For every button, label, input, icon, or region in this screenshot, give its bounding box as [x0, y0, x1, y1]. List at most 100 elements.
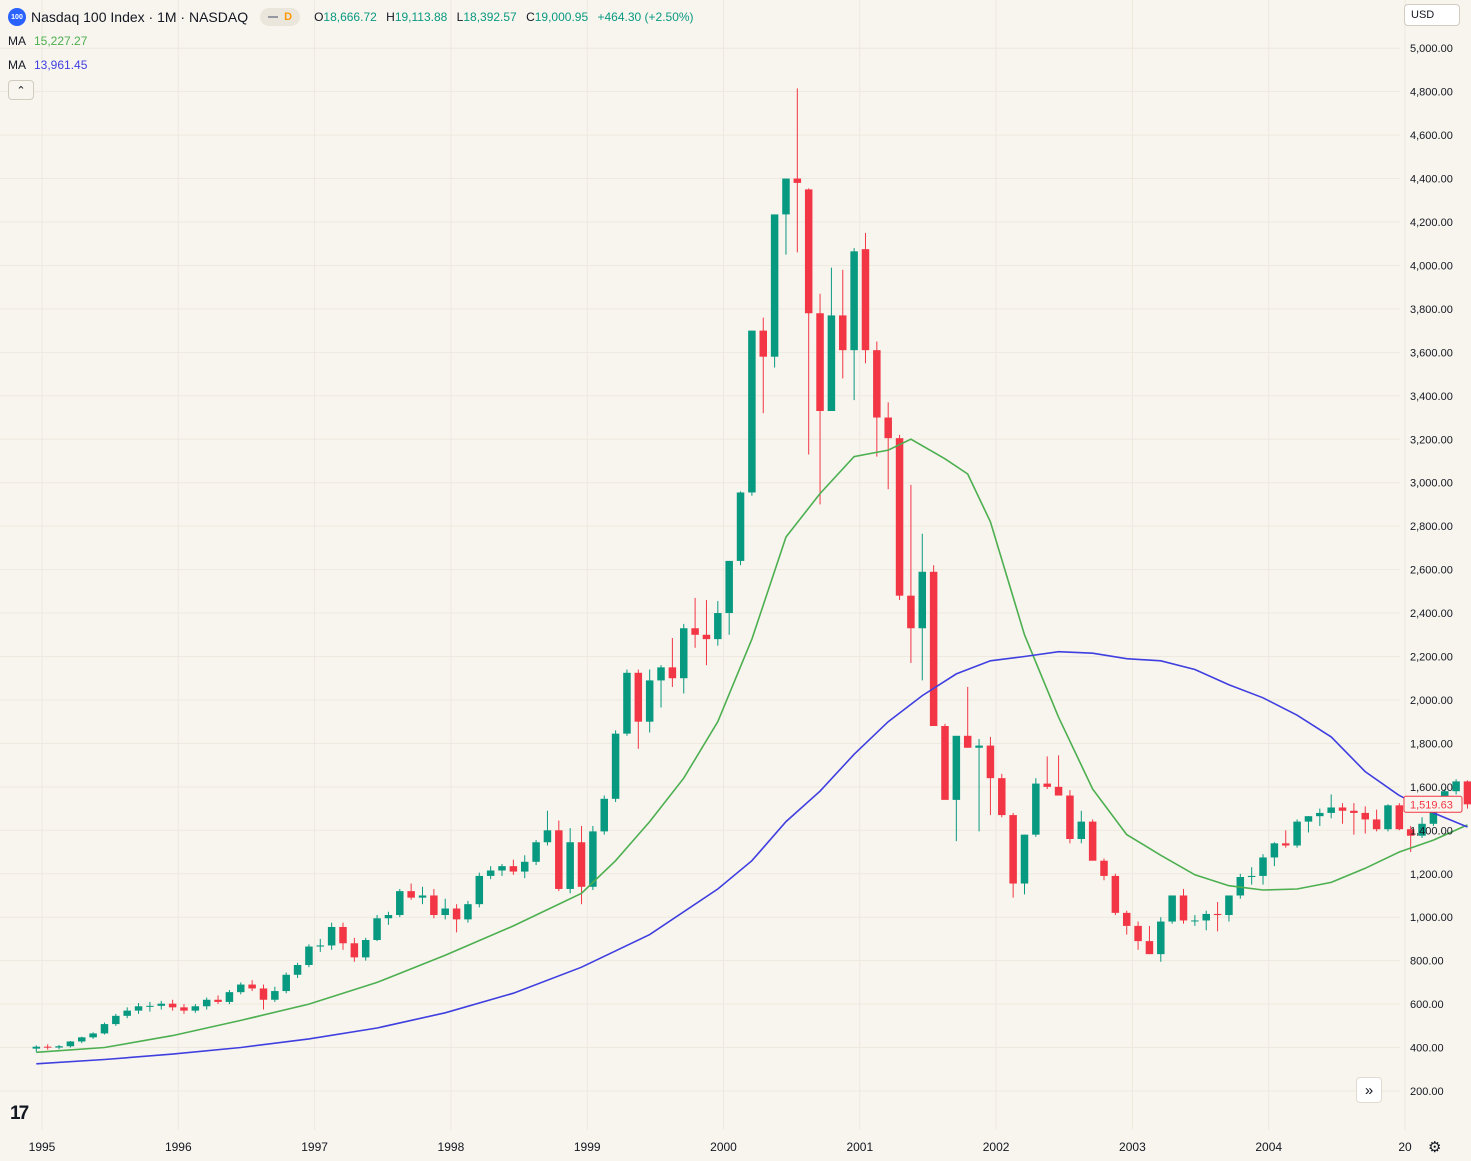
candle-body	[861, 249, 870, 351]
candle-body	[873, 350, 881, 418]
candle	[1043, 756, 1051, 790]
candle	[373, 915, 381, 942]
candle-body	[566, 842, 574, 889]
candle-body	[168, 1003, 177, 1008]
candle-body	[532, 842, 540, 862]
candle	[804, 188, 813, 455]
candle	[441, 898, 449, 920]
candle	[1316, 808, 1324, 826]
candle	[1293, 819, 1301, 848]
candles	[32, 88, 1471, 1052]
candle	[180, 1004, 188, 1014]
candle-body	[32, 1046, 41, 1049]
candle	[43, 1044, 52, 1050]
low-value: 18,392.57	[463, 10, 517, 24]
candle-body	[339, 926, 347, 944]
currency-selector[interactable]: USD	[1404, 4, 1460, 26]
candle-body	[1236, 877, 1245, 896]
scroll-to-realtime-button[interactable]: »	[1356, 1077, 1382, 1103]
price-tick-label: 5,000.00	[1410, 43, 1453, 55]
candle-body	[1213, 913, 1222, 916]
candle	[1395, 803, 1404, 831]
candle-body	[191, 1006, 200, 1011]
candle	[1134, 921, 1142, 950]
candle	[873, 341, 881, 457]
candle	[759, 317, 768, 414]
candle-body	[157, 1003, 166, 1006]
candle	[1032, 778, 1040, 837]
price-tick-label: 2,000.00	[1410, 695, 1453, 707]
candle	[55, 1044, 63, 1050]
candle	[316, 938, 325, 952]
candle	[293, 962, 302, 979]
candle-body	[373, 918, 381, 941]
candle-body	[634, 672, 643, 722]
time-tick-label: 2001	[846, 1140, 873, 1154]
ma-fast-legend[interactable]: MA 15,227.27	[8, 30, 700, 52]
candle-body	[1009, 815, 1017, 884]
candle	[1077, 810, 1086, 844]
price-tick-label: 1,200.00	[1410, 869, 1453, 881]
candle-body	[520, 861, 529, 872]
candle	[907, 484, 915, 664]
candle-body	[1145, 941, 1154, 955]
candle	[1281, 830, 1290, 848]
close-label: C	[526, 10, 535, 24]
candle	[1191, 915, 1199, 926]
candle	[589, 825, 597, 891]
candle	[271, 986, 279, 1002]
ohlc-values: O18,666.72 H19,113.88 L18,392.57 C19,000…	[314, 10, 700, 24]
price-tick-label: 3,600.00	[1410, 347, 1453, 359]
candle	[555, 820, 563, 892]
price-tick-label: 200.00	[1410, 1086, 1444, 1098]
candle	[884, 402, 892, 490]
collapse-legend-button[interactable]: ⌃	[8, 80, 34, 100]
price-tick-label: 1,000.00	[1410, 912, 1453, 924]
market-status-pill[interactable]: D	[260, 8, 301, 26]
time-tick-label: 20	[1398, 1140, 1412, 1154]
candle	[839, 269, 847, 379]
candle-body	[668, 667, 677, 679]
candle-body	[1247, 875, 1256, 878]
candle	[1202, 910, 1210, 931]
time-tick-label: 1997	[301, 1140, 328, 1154]
candle-body	[816, 313, 824, 412]
price-tick-label: 1,800.00	[1410, 738, 1453, 750]
candle-body	[1225, 895, 1233, 916]
candle	[770, 214, 779, 368]
price-tick-label: 4,400.00	[1410, 174, 1453, 186]
price-axis[interactable]: 200.00 400.00 600.00 800.00 1,000.00 1,200.00…	[1410, 43, 1453, 1098]
candle	[100, 1022, 109, 1035]
price-tick-label: 800.00	[1410, 956, 1444, 968]
candle	[1111, 873, 1120, 916]
candle	[748, 330, 756, 496]
candle	[1168, 895, 1176, 924]
candle	[509, 859, 518, 875]
candle-body	[1463, 781, 1471, 805]
status-dash-icon	[268, 16, 279, 18]
grid-lines	[0, 0, 1406, 1130]
candle	[1020, 834, 1029, 895]
candle-body	[1032, 783, 1040, 835]
time-tick-label: 1995	[29, 1140, 56, 1154]
candle-body	[963, 735, 972, 748]
ma-slow-legend[interactable]: MA 13,961.45	[8, 54, 700, 76]
tradingview-logo[interactable]: 17	[10, 1103, 29, 1124]
candle	[963, 686, 972, 748]
candle	[725, 560, 733, 635]
candle-body	[918, 571, 927, 629]
time-axis[interactable]: 1995 1996 1997 1998 1999 2000 2001 2002 2003 2004…	[29, 1140, 1412, 1154]
candle	[305, 944, 313, 968]
candle	[986, 736, 995, 816]
chart-settings-button[interactable]: ⚙	[1428, 1138, 1441, 1156]
candle	[327, 922, 336, 950]
candle	[339, 922, 347, 950]
candle-body	[895, 438, 904, 596]
candle-body	[941, 726, 949, 800]
candle-body	[1168, 895, 1176, 922]
candle-body	[509, 866, 518, 872]
symbol-row[interactable]: 100 Nasdaq 100 Index · 1M · NASDAQ D O18…	[8, 6, 700, 28]
candle	[123, 1007, 131, 1019]
symbol-title[interactable]: Nasdaq 100 Index · 1M · NASDAQ	[31, 9, 249, 25]
